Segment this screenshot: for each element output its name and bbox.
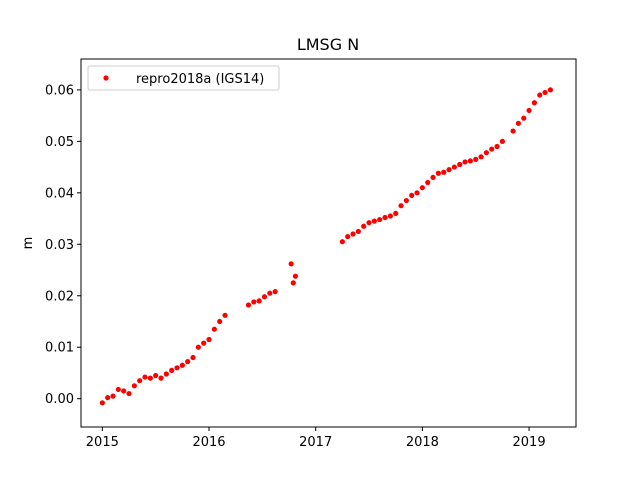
data-point [195, 344, 201, 350]
data-point [261, 294, 268, 300]
x-tick-label: 2018 [406, 435, 439, 450]
data-point [441, 169, 447, 175]
data-point [521, 115, 527, 121]
data-point [174, 365, 180, 371]
data-point [110, 393, 116, 399]
data-point [131, 383, 137, 389]
y-tick-label: 0.00 [45, 392, 74, 407]
data-point [105, 395, 111, 401]
data-point [147, 375, 153, 381]
data-point [190, 354, 196, 361]
data-point [510, 128, 516, 134]
y-tick-label: 0.02 [45, 289, 74, 304]
data-point [457, 161, 463, 168]
data-point [419, 185, 425, 191]
data-point [483, 150, 489, 156]
data-point [366, 220, 372, 226]
legend-box [87, 65, 280, 91]
data-point [515, 120, 521, 126]
plot-points [99, 87, 554, 406]
data-point [462, 159, 468, 165]
data-point [339, 239, 345, 245]
data-point [99, 400, 105, 406]
data-point [361, 223, 367, 229]
x-tick-label: 2016 [192, 435, 225, 450]
data-point [371, 218, 377, 224]
data-point [393, 210, 399, 217]
legend-label: repro2018a (IGS14) [136, 72, 264, 87]
data-point [409, 192, 415, 198]
x-tick-label: 2019 [513, 435, 546, 450]
data-point [222, 312, 228, 318]
data-point [382, 214, 388, 221]
data-point [526, 107, 532, 114]
chart-title: LMSG N [297, 35, 359, 54]
y-tick-label: 0.06 [45, 83, 74, 98]
data-point [414, 190, 420, 196]
data-point [478, 154, 484, 160]
data-point [185, 359, 191, 365]
data-point [288, 261, 294, 267]
data-point [451, 164, 457, 170]
data-point [537, 92, 543, 98]
data-point [387, 213, 393, 219]
data-point [137, 378, 143, 384]
data-point [158, 375, 164, 381]
x-tick-label: 2015 [86, 435, 119, 450]
data-point [430, 174, 436, 180]
x-axis-ticks: 2015 2016 2017 2018 2019 [86, 427, 546, 450]
data-point [531, 100, 537, 106]
legend-marker [103, 75, 109, 81]
data-point [499, 138, 505, 144]
data-point [377, 216, 383, 223]
data-point [292, 273, 299, 279]
data-point [435, 170, 441, 176]
data-point [425, 179, 431, 186]
data-point [290, 280, 296, 286]
data-point [163, 371, 169, 377]
data-point [153, 372, 159, 379]
plot-frame [80, 58, 577, 428]
data-point [126, 390, 132, 397]
data-point [489, 146, 495, 152]
data-point [256, 298, 262, 304]
data-point [467, 158, 473, 164]
x-tick-label: 2017 [299, 435, 332, 450]
legend: repro2018a (IGS14) [87, 65, 280, 91]
data-point [251, 299, 257, 305]
data-point [211, 326, 217, 332]
y-tick-label: 0.05 [45, 135, 74, 150]
data-point [272, 289, 278, 295]
data-point [201, 340, 207, 346]
data-point [473, 156, 479, 162]
y-tick-label: 0.04 [45, 186, 74, 201]
data-point [494, 143, 500, 150]
data-point [267, 290, 273, 296]
y-tick-label: 0.03 [45, 238, 74, 253]
data-point [446, 167, 452, 173]
data-point [121, 388, 127, 394]
data-point [355, 228, 361, 235]
y-axis-ticks: 0.00 0.01 0.02 0.03 0.04 0.05 0.06 [45, 83, 81, 407]
data-point [206, 336, 212, 343]
data-point [403, 197, 409, 204]
data-point [350, 231, 356, 237]
data-point [142, 374, 148, 380]
data-point [345, 233, 351, 240]
data-point [169, 367, 175, 373]
data-point [245, 302, 252, 308]
data-point [115, 386, 121, 393]
data-point [217, 318, 223, 325]
y-tick-label: 0.01 [45, 341, 74, 356]
data-point [547, 87, 554, 93]
data-point [542, 89, 548, 96]
y-axis-label: m [21, 237, 36, 250]
data-point [398, 203, 404, 209]
data-point [179, 362, 185, 368]
